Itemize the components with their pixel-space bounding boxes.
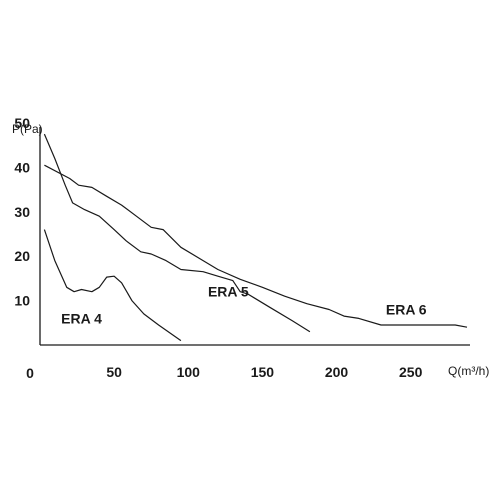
y-tick-label: 50 — [14, 115, 30, 131]
origin-label: 0 — [26, 365, 34, 381]
series-label-3: ERA 6 — [386, 301, 427, 317]
series-label-1: ERA 4 — [61, 310, 102, 326]
y-tick-label: 40 — [14, 159, 30, 175]
x-tick-label: 250 — [399, 364, 423, 380]
x-tick-label: 100 — [177, 364, 201, 380]
tick-labels: 50 100 150 200 250 10 20 30 40 50 — [14, 115, 422, 380]
y-tick-label: 30 — [14, 204, 30, 220]
y-tick-label: 20 — [14, 248, 30, 264]
series-line-1 — [43, 229, 182, 342]
x-tick-label: 50 — [106, 364, 122, 380]
x-tick-label: 150 — [251, 364, 275, 380]
series-labels: ERA 4 ERA 5 ERA 6 — [61, 284, 427, 327]
x-tick-label: 200 — [325, 364, 349, 380]
y-axis-title: P(Pa) — [12, 122, 43, 136]
x-axis-title: Q(m³/h) — [448, 364, 489, 378]
curve-line-2 — [44, 164, 468, 328]
series-lines — [43, 133, 468, 342]
curve-line-1 — [43, 133, 311, 333]
y-tick-label: 10 — [14, 293, 30, 309]
axes — [39, 127, 470, 346]
series-label-2: ERA 5 — [208, 284, 249, 300]
